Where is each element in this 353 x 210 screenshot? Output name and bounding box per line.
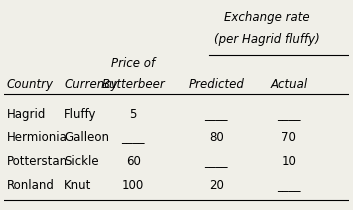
Text: 80: 80 [209,131,224,144]
Text: Butterbeer: Butterbeer [101,78,165,91]
Text: (per Hagrid fluffy): (per Hagrid fluffy) [214,33,319,46]
Text: Hagrid: Hagrid [7,108,46,121]
Text: 10: 10 [281,155,297,168]
Text: 5: 5 [130,108,137,121]
Text: Exchange rate: Exchange rate [224,11,309,24]
Text: Price of: Price of [111,57,155,70]
Text: Country: Country [7,78,54,91]
Text: Predicted: Predicted [189,78,244,91]
Text: 100: 100 [122,179,144,192]
Text: Ronland: Ronland [7,179,55,192]
Text: Fluffy: Fluffy [64,108,97,121]
Text: Potterstan: Potterstan [7,155,68,168]
Text: ____: ____ [277,108,301,121]
Text: ____: ____ [277,179,301,192]
Text: 60: 60 [126,155,141,168]
Text: 70: 70 [281,131,297,144]
Text: ____: ____ [204,155,228,168]
Text: Currency: Currency [64,78,118,91]
Text: ____: ____ [121,131,145,144]
Text: Actual: Actual [270,78,307,91]
Text: Galleon: Galleon [64,131,109,144]
Text: ____: ____ [204,108,228,121]
Text: Knut: Knut [64,179,91,192]
Text: Sickle: Sickle [64,155,99,168]
Text: Hermionia: Hermionia [7,131,68,144]
Text: 20: 20 [209,179,224,192]
